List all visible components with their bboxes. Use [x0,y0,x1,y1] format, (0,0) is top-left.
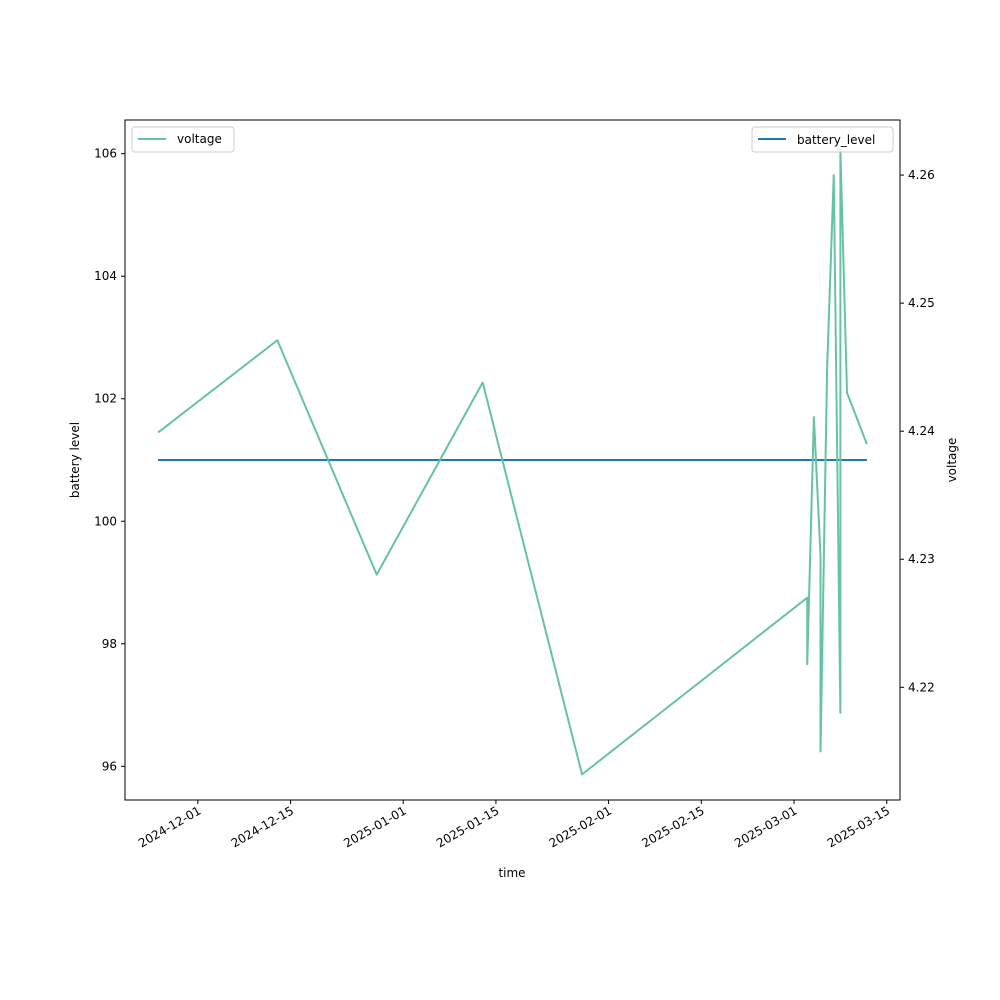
left-y-tick-label: 104 [94,269,117,283]
left-y-tick-label: 102 [94,392,117,406]
right-y-axis: 4.22 4.23 4.24 4.25 4.26 [900,168,935,694]
legend-battery-level-box [751,126,894,153]
legend-battery-level: battery_level [751,126,894,153]
legend-voltage-label: voltage [177,132,222,146]
x-axis-title: time [498,866,525,880]
series-voltage-line [157,148,868,776]
left-y-tick-label: 98 [102,637,117,651]
legend-voltage: voltage [131,126,235,153]
legend-battery-level-label: battery_level [797,133,875,147]
left-y-tick-label: 100 [94,514,117,528]
left-y-axis-title: battery level [68,422,82,498]
right-y-tick-label: 4.22 [908,680,935,694]
plot-area [157,148,868,776]
right-y-tick-label: 4.25 [908,296,935,310]
right-y-axis-title: voltage [945,438,959,483]
right-y-tick-label: 4.24 [908,424,935,438]
left-y-axis: 96 98 100 102 104 106 [94,147,125,773]
plot-frame [124,119,901,801]
right-y-tick-label: 4.26 [908,168,935,182]
left-y-tick-label: 96 [102,759,117,773]
left-y-tick-label: 106 [94,147,117,161]
right-y-tick-label: 4.23 [908,552,935,566]
legend-voltage-box [131,126,235,153]
